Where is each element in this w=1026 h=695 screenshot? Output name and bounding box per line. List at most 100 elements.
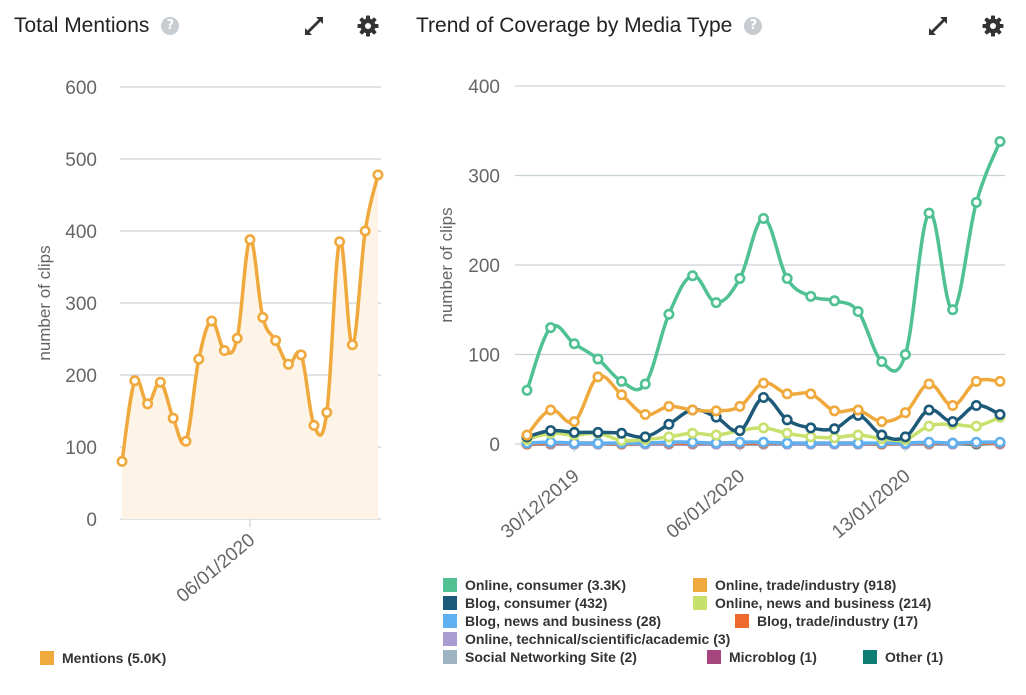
- data-point: [781, 414, 793, 426]
- legend-label: Mentions (5.0K): [62, 650, 167, 666]
- data-point: [616, 427, 628, 439]
- gear-icon[interactable]: [356, 14, 380, 38]
- data-point: [994, 408, 1006, 420]
- legend-item[interactable]: Blog, trade/industry (17): [735, 613, 918, 629]
- legend-item[interactable]: Online, trade/industry (918): [693, 577, 896, 593]
- expand-arrows-icon[interactable]: [302, 14, 326, 38]
- legend-item[interactable]: Microblog (1): [707, 649, 817, 665]
- expand-arrows-icon[interactable]: [926, 14, 950, 38]
- trend-coverage-title: Trend of Coverage by Media Type ?: [416, 14, 763, 38]
- data-point: [876, 356, 888, 368]
- data-point: [970, 196, 982, 208]
- data-point: [545, 425, 557, 437]
- y-tick-label: 100: [468, 346, 500, 367]
- data-point: [521, 429, 533, 441]
- y-tick-label: 100: [65, 438, 97, 459]
- data-point: [876, 416, 888, 428]
- y-tick-label: 200: [65, 366, 97, 387]
- data-point: [206, 315, 218, 327]
- data-point: [616, 389, 628, 401]
- data-point: [359, 225, 371, 237]
- legend-item[interactable]: Online, technical/scientific/academic (3…: [443, 631, 730, 647]
- gear-icon[interactable]: [981, 14, 1005, 38]
- data-point: [947, 400, 959, 412]
- data-point: [852, 429, 864, 441]
- data-point: [193, 353, 205, 365]
- series-area: [122, 174, 378, 520]
- data-point: [828, 405, 840, 417]
- data-point: [639, 431, 651, 443]
- data-point: [295, 349, 307, 361]
- data-point: [663, 431, 675, 443]
- data-point: [734, 425, 746, 437]
- legend-item[interactable]: Online, news and business (214): [693, 595, 931, 611]
- series-line: [525, 139, 1002, 393]
- legend-item[interactable]: Online, consumer (3.3K): [443, 577, 626, 593]
- x-tick-label: 13/01/2020: [828, 466, 914, 543]
- data-point: [372, 169, 384, 181]
- data-point: [947, 437, 959, 449]
- data-point: [805, 290, 817, 302]
- legend-swatch: [443, 650, 457, 664]
- data-point: [244, 234, 256, 246]
- data-point: [828, 432, 840, 444]
- data-point: [568, 426, 580, 438]
- data-point: [545, 404, 557, 416]
- data-point: [899, 431, 911, 443]
- data-point: [592, 426, 604, 438]
- y-tick-label: 300: [468, 167, 500, 188]
- legend-label: Blog, trade/industry (17): [757, 613, 919, 629]
- legend-swatch: [693, 596, 707, 610]
- data-point: [142, 398, 154, 410]
- data-point: [568, 338, 580, 350]
- y-tick-label: 600: [65, 78, 97, 99]
- data-point: [321, 406, 333, 418]
- data-point: [116, 455, 128, 467]
- legend-label: Online, consumer (3.3K): [465, 577, 627, 593]
- data-point: [994, 436, 1006, 448]
- legend-label: Blog, consumer (432): [465, 595, 608, 611]
- legend-item[interactable]: Social Networking Site (2): [443, 649, 637, 665]
- legend-item[interactable]: Blog, consumer (432): [443, 595, 607, 611]
- data-point: [734, 436, 746, 448]
- data-point: [334, 236, 346, 248]
- legend-item[interactable]: Other (1): [863, 649, 943, 665]
- data-point: [923, 207, 935, 219]
- x-tick-label: 30/12/2019: [497, 466, 583, 543]
- data-point: [899, 348, 911, 360]
- legend-swatch: [693, 578, 707, 592]
- question-mark-icon[interactable]: ?: [161, 17, 180, 35]
- data-point: [663, 308, 675, 320]
- legend-item[interactable]: Blog, news and business (28): [443, 613, 661, 629]
- data-point: [852, 306, 864, 318]
- data-point: [757, 377, 769, 389]
- data-point: [545, 436, 557, 448]
- data-point: [154, 376, 166, 388]
- data-point: [994, 375, 1006, 387]
- data-point: [521, 384, 533, 396]
- data-point: [167, 412, 179, 424]
- trend-coverage-chart: 0 100 200 300 400 number of clips 30/12/2019 06…: [437, 77, 1006, 543]
- legend-swatch: [707, 650, 721, 664]
- data-point: [687, 404, 699, 416]
- data-point: [781, 272, 793, 284]
- question-mark-icon[interactable]: ?: [744, 17, 763, 35]
- data-point: [852, 404, 864, 416]
- data-point: [129, 375, 141, 387]
- legend-item[interactable]: Mentions (5.0K): [40, 650, 166, 666]
- legend-swatch: [40, 651, 54, 665]
- data-point: [687, 427, 699, 439]
- data-point: [970, 375, 982, 387]
- data-point: [616, 375, 628, 387]
- legend-label: Blog, news and business (28): [465, 613, 662, 629]
- legend-swatch: [443, 596, 457, 610]
- data-point: [639, 378, 651, 390]
- data-point: [805, 388, 817, 400]
- data-point: [970, 436, 982, 448]
- legend-label: Online, technical/scientific/academic (3…: [465, 631, 731, 647]
- data-point: [257, 311, 269, 323]
- legend-swatch: [735, 614, 749, 628]
- data-point: [781, 437, 793, 449]
- data-point: [180, 435, 192, 447]
